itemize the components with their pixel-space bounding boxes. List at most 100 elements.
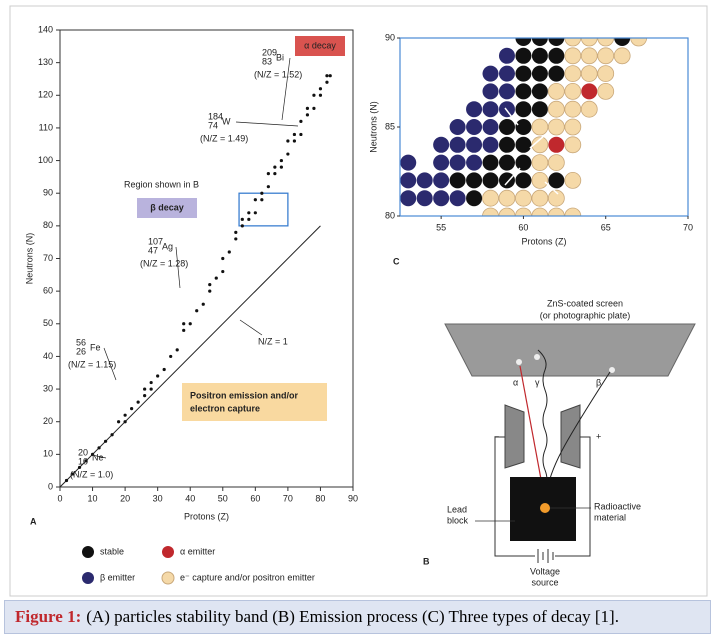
nuclide-circle	[515, 172, 531, 188]
nuclide-circle	[450, 172, 466, 188]
nuclide-circle	[400, 155, 416, 171]
nuclide-point	[254, 198, 257, 201]
nuclide-point	[104, 440, 107, 443]
nuclide-point	[273, 166, 276, 169]
nuclide-circle	[483, 83, 499, 99]
x-tick-label: 70	[283, 493, 293, 503]
nuclide-circle	[532, 190, 548, 206]
nuclide-circle	[466, 190, 482, 206]
nuclide-point	[299, 133, 302, 136]
y-tick-label: 110	[39, 122, 53, 132]
nuclide-circle	[515, 83, 531, 99]
legend-swatch	[82, 546, 94, 558]
plate-right	[561, 405, 580, 468]
ray-label: α	[513, 377, 518, 387]
nuclide-ratio: (N/Z = 1.49)	[200, 133, 248, 143]
material-label: Radioactive	[594, 501, 641, 511]
nuclide-circle	[532, 101, 548, 117]
nuclide-circle	[499, 83, 515, 99]
nuclide-circle	[499, 119, 515, 135]
nuclide-circle	[548, 83, 564, 99]
nuclide-atomic: 26	[76, 346, 86, 356]
nuclide-symbol: Bi	[276, 52, 284, 62]
positron-box	[182, 383, 327, 421]
nuclide-point	[319, 87, 322, 90]
nuclide-circle	[450, 155, 466, 171]
x-tick-label: 0	[57, 493, 62, 503]
nuclide-point	[293, 133, 296, 136]
y-tick-label: 20	[43, 416, 53, 426]
nuclide-point	[150, 387, 153, 390]
nuclide-circle	[466, 155, 482, 171]
y-tick-label: 130	[38, 57, 53, 67]
x-tick-label: 30	[153, 493, 163, 503]
nuclide-circle	[548, 137, 564, 153]
nuclide-point	[137, 401, 140, 404]
beta-label: β decay	[150, 202, 184, 212]
plus-label: +	[596, 431, 601, 441]
x-tick-label: 65	[601, 222, 611, 232]
caption-label: Figure 1:	[15, 607, 81, 626]
x-tick-label: 60	[518, 222, 528, 232]
x-tick-label: 70	[683, 222, 693, 232]
nuclide-circle	[483, 155, 499, 171]
nuclide-symbol: W	[222, 116, 231, 126]
panel-letter: B	[423, 556, 430, 566]
nuclide-circle	[515, 66, 531, 82]
nuclide-circle	[417, 190, 433, 206]
nuclide-circle	[565, 48, 581, 64]
y-tick-label: 100	[38, 155, 53, 165]
x-tick-label: 60	[250, 493, 260, 503]
nuclide-point	[169, 355, 172, 358]
nuclide-point	[182, 329, 185, 332]
y-tick-label: 90	[43, 188, 53, 198]
nuclide-circle	[499, 172, 515, 188]
legend-label: α emitter	[180, 546, 215, 556]
nuclide-circle	[466, 101, 482, 117]
nuclide-point	[221, 257, 224, 260]
nuclide-point	[260, 198, 263, 201]
nuclide-point	[325, 81, 328, 84]
nuclide-point	[280, 166, 283, 169]
nuclide-circle	[450, 119, 466, 135]
nuclide-circle	[565, 119, 581, 135]
nuclide-point	[215, 276, 218, 279]
alpha-label: α decay	[304, 40, 336, 50]
y-tick-label: 40	[43, 351, 53, 361]
region-label: Region shown in B	[124, 179, 199, 189]
nuclide-circle	[466, 119, 482, 135]
nuclide-point	[312, 94, 315, 97]
nuclide-point	[143, 387, 146, 390]
nuclide-circle	[483, 172, 499, 188]
nuclide-circle	[499, 137, 515, 153]
page: A C B 0102030405060708090010203040506070…	[0, 0, 717, 639]
nuclide-point	[124, 420, 127, 423]
nuclide-circle	[614, 48, 630, 64]
screen-label: ZnS-coated screen	[547, 298, 623, 308]
nuclide-circle	[400, 172, 416, 188]
nuclide-circle	[400, 190, 416, 206]
nuclide-circle	[515, 190, 531, 206]
nuclide-point	[319, 94, 322, 97]
source-label: Voltage	[530, 566, 560, 576]
x-tick-label: 80	[315, 493, 325, 503]
x-tick-label: 90	[348, 493, 358, 503]
nuclide-circle	[532, 155, 548, 171]
nuclide-circle	[417, 172, 433, 188]
nuclide-point	[299, 120, 302, 123]
nuclide-ratio: (N/Z = 1.0)	[70, 469, 113, 479]
nuclide-circle	[532, 66, 548, 82]
nuclide-circle	[433, 155, 449, 171]
nuclide-atomic: 10	[78, 456, 88, 466]
y-tick-label: 60	[43, 286, 53, 296]
y-tick-label: 50	[43, 318, 53, 328]
nuclide-circle	[548, 155, 564, 171]
nuclide-point	[117, 420, 120, 423]
nuclide-point	[247, 218, 250, 221]
y-tick-label: 140	[38, 24, 53, 34]
screen	[445, 324, 695, 376]
nuclide-circle	[565, 137, 581, 153]
nuclide-circle	[450, 137, 466, 153]
nuclide-point	[241, 218, 244, 221]
